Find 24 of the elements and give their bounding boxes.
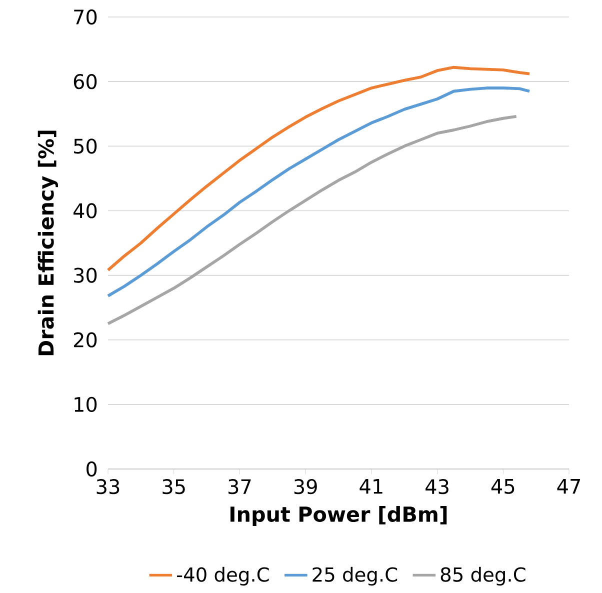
x-tick-label: 43 xyxy=(426,479,448,494)
x-tick-label: 39 xyxy=(294,479,317,494)
legend-label: 25 deg.C xyxy=(312,566,398,586)
y-tick-label: 10 xyxy=(74,396,97,412)
legend-label: 85 deg.C xyxy=(440,566,526,586)
line-series xyxy=(106,86,531,298)
y-tick-label: 60 xyxy=(74,74,97,90)
x-tick-label: 33 xyxy=(96,479,120,494)
y-tick-label: 40 xyxy=(73,203,97,218)
x-tick-label: 41 xyxy=(360,479,382,494)
y-tick-label: 50 xyxy=(74,138,97,154)
y-tick-label: 70 xyxy=(74,9,97,25)
x-tick-label: 47 xyxy=(557,479,580,494)
x-tick-label: 45 xyxy=(491,479,514,494)
y-axis-title: Drain Efficiency [%] xyxy=(38,130,58,356)
legend-label: -40 deg.C xyxy=(176,566,269,586)
line-series xyxy=(106,114,518,326)
y-tick-label: 0 xyxy=(86,461,97,477)
x-tick-label: 37 xyxy=(228,479,251,494)
line-series xyxy=(106,66,531,272)
y-tick-label: 20 xyxy=(74,332,97,348)
x-axis-title: Input Power [dBm] xyxy=(230,506,447,526)
x-tick-label: 35 xyxy=(162,479,185,494)
y-tick-label: 30 xyxy=(74,268,97,283)
